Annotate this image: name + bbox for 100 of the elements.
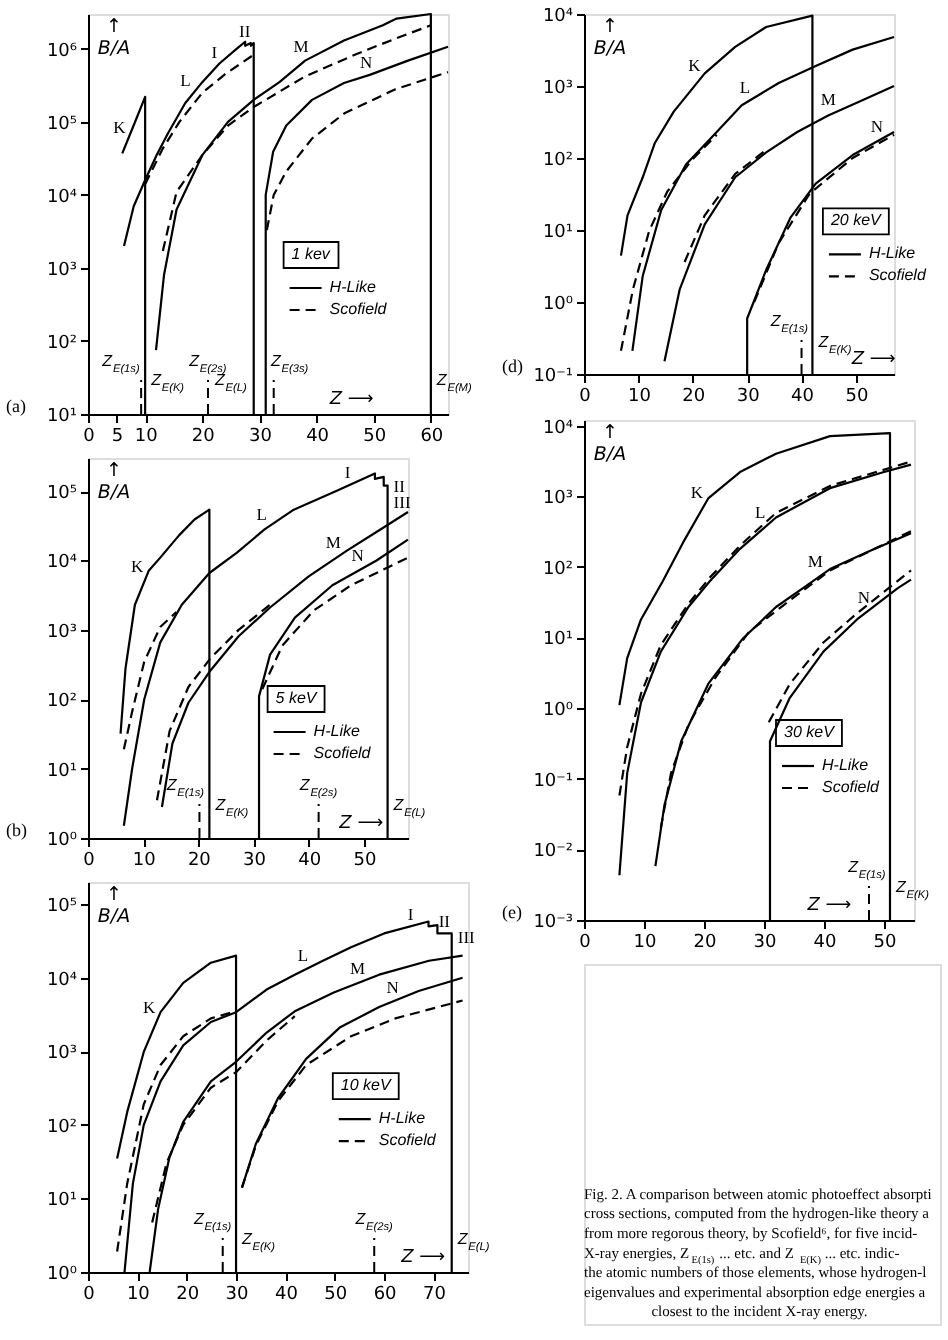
legend-label: H-Like [378, 1109, 427, 1128]
y-tick-label: 10¹ [542, 223, 574, 243]
text: (d) [501, 356, 523, 376]
annotation: N [351, 545, 364, 566]
text: (e) [501, 902, 522, 922]
text: 5 keV [275, 689, 318, 707]
x-tick-label: 0 [83, 851, 96, 871]
annotation: M [820, 89, 837, 110]
y-tick-label: 10¹ [542, 630, 574, 651]
y-axis-title: ↑ B/A [97, 460, 131, 504]
text: 20 keV [828, 211, 883, 230]
annotation: I [407, 903, 414, 924]
x-tick-label: 30 [753, 933, 777, 953]
y-tick-label: 10¹ [46, 407, 78, 427]
x-tick-label: 50 [873, 933, 897, 953]
y-axis-title: ↑ B/A [593, 16, 627, 60]
annotation: I [344, 462, 351, 483]
annotation: K [113, 117, 128, 138]
legend-label: H-Like [868, 244, 917, 263]
x-axis-title: Z ⟶ [337, 814, 384, 834]
y-tick-label: 10⁻¹ [533, 367, 574, 387]
x-tick-label: 50 [324, 1285, 348, 1305]
x-tick-label: 5 [111, 427, 124, 447]
x-axis-title: Z ⟶ [399, 1248, 446, 1268]
x-tick-label: 50 [363, 427, 387, 447]
x-tick-label: 60 [373, 1285, 398, 1305]
text: (a) [5, 396, 26, 416]
y-tick-label: 10² [542, 559, 574, 580]
y-tick-label: 10⁴ [542, 418, 574, 439]
x-tick-label: 40 [298, 851, 322, 871]
annotation: K [688, 54, 703, 75]
annotation: III [457, 926, 476, 947]
x-tick-label: 50 [845, 387, 869, 407]
y-tick-label: 10⁴ [46, 970, 78, 991]
x-tick-label: 30 [225, 1285, 250, 1305]
y-tick-label: 10³ [542, 489, 574, 510]
y-tick-label: 10⁻² [533, 842, 574, 863]
annotation: N [870, 115, 883, 136]
annotation: M [325, 531, 342, 552]
annotation: II [438, 911, 451, 932]
legend-label: Scofield [313, 744, 372, 762]
annotation: N [359, 52, 373, 73]
x-tick-label: 20 [176, 1285, 200, 1305]
x-tick-label: 0 [579, 933, 592, 953]
text: 1 kev [291, 245, 332, 263]
x-tick-label: 40 [274, 1285, 299, 1305]
x-tick-label: 30 [243, 851, 267, 871]
legend-label: H-Like [313, 722, 361, 740]
y-axis-title: ↑ B/A [593, 422, 627, 466]
annotation: L [180, 70, 191, 91]
y-tick-label: 10³ [46, 622, 78, 643]
y-tick-label: 10⁵ [46, 484, 78, 505]
x-tick-label: 30 [736, 387, 761, 407]
y-tick-label: 10⁰ [542, 295, 574, 315]
legend-label: Scofield [822, 778, 881, 796]
y-tick-label: 10⁴ [46, 187, 78, 208]
x-tick-label: 0 [579, 387, 592, 407]
x-tick-label: 70 [423, 1285, 447, 1305]
annotation: M [807, 550, 824, 571]
x-tick-label: 0 [83, 427, 96, 447]
annotation: II [393, 476, 406, 497]
annotation: K [142, 997, 157, 1018]
x-tick-label: 30 [248, 427, 273, 447]
x-tick-label: 50 [353, 851, 377, 871]
x-axis-title: Z ⟶ [327, 390, 374, 410]
annotation: III [393, 491, 411, 512]
annotation: II [238, 20, 251, 41]
x-axis-title: Z ⟶ [805, 896, 852, 916]
x-axis-title: Z ⟶ [849, 350, 896, 370]
x-tick-label: 0 [83, 1285, 96, 1305]
x-tick-label: 10 [134, 427, 159, 447]
y-tick-label: 10³ [46, 1044, 78, 1065]
y-axis-title: ↑ B/A [97, 16, 131, 60]
y-tick-label: 10⁻¹ [533, 771, 574, 792]
y-tick-label: 10¹ [46, 1191, 78, 1212]
y-axis-title: ↑ B/A [97, 884, 131, 928]
text: (b) [5, 820, 27, 840]
annotation: K [131, 555, 146, 576]
y-tick-label: 10² [46, 1117, 78, 1138]
text: 10 keV [340, 1076, 392, 1095]
legend-label: H-Like [329, 278, 377, 296]
legend-label: Scofield [868, 266, 927, 285]
y-tick-label: 10⁶ [46, 41, 78, 62]
x-tick-label: 40 [791, 387, 815, 407]
y-tick-label: 10⁴ [46, 553, 78, 574]
x-tick-label: 40 [306, 427, 330, 447]
y-tick-label: 10⁰ [46, 1265, 78, 1285]
annotation: N [857, 587, 871, 608]
annotation: M [293, 36, 310, 57]
x-tick-label: 20 [693, 933, 717, 953]
y-tick-label: 10⁵ [46, 114, 78, 135]
x-tick-label: 20 [191, 427, 216, 447]
y-tick-label: 10¹ [46, 761, 78, 782]
y-tick-label: 10⁰ [542, 701, 574, 722]
x-tick-label: 10 [627, 387, 652, 407]
y-tick-label: 10² [46, 333, 78, 354]
y-tick-label: 10³ [46, 260, 78, 281]
x-tick-label: 20 [187, 851, 212, 871]
annotation: I [211, 41, 218, 62]
x-tick-label: 10 [132, 851, 157, 871]
